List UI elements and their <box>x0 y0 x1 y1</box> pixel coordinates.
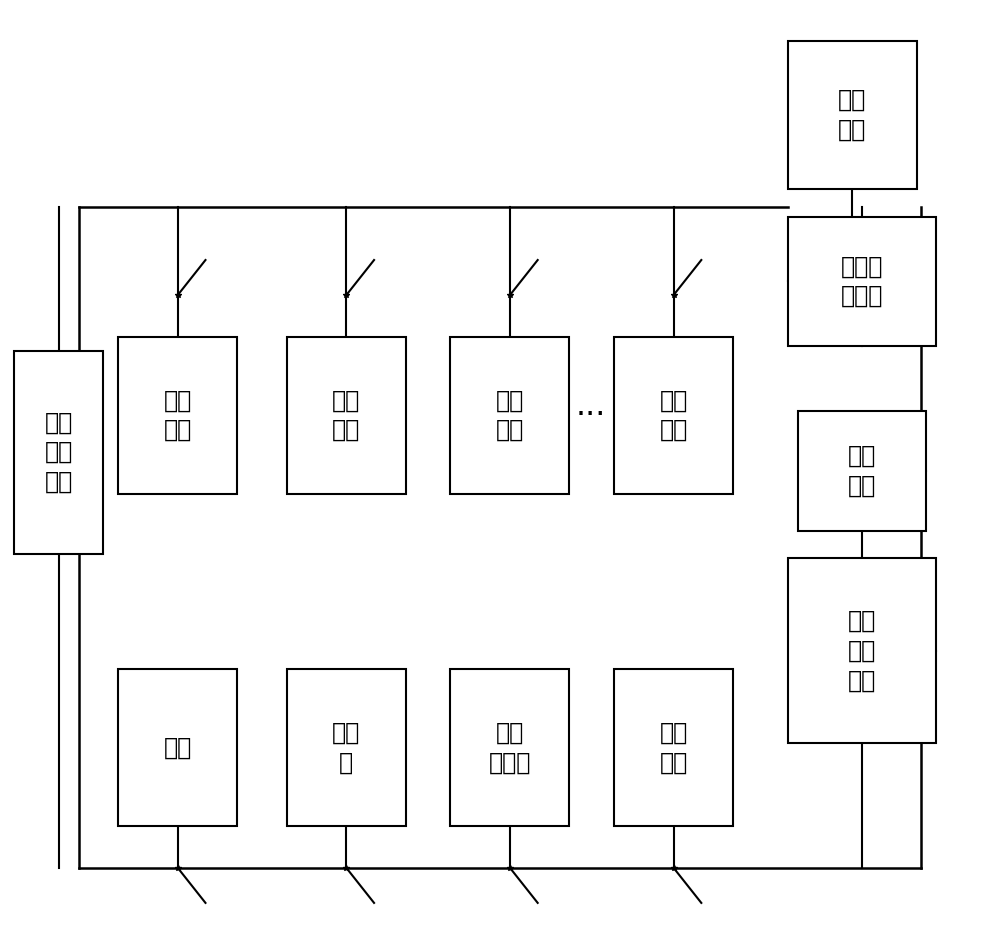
Bar <box>614 669 733 827</box>
Text: 风机: 风机 <box>164 735 192 760</box>
Text: 常规
模式
开关: 常规 模式 开关 <box>45 410 73 494</box>
Bar <box>788 558 936 743</box>
Text: 外部
电网: 外部 电网 <box>838 89 866 142</box>
Bar <box>614 336 733 494</box>
Bar <box>14 350 103 554</box>
Bar <box>450 669 569 827</box>
Bar <box>287 669 406 827</box>
Text: 常规
负荷: 常规 负荷 <box>164 389 192 442</box>
Bar <box>788 216 936 346</box>
Text: 微燃
机: 微燃 机 <box>332 720 360 774</box>
Text: 常规
负荷: 常规 负荷 <box>659 389 688 442</box>
Text: ···: ··· <box>576 400 606 431</box>
Text: 常规
负荷: 常规 负荷 <box>332 389 360 442</box>
Text: 储能
单元: 储能 单元 <box>659 720 688 774</box>
Text: 微网并
网开关: 微网并 网开关 <box>841 254 883 308</box>
Text: 光伏
发电机: 光伏 发电机 <box>489 720 531 774</box>
Bar <box>798 411 926 530</box>
Bar <box>788 41 916 189</box>
Bar <box>287 336 406 494</box>
Bar <box>118 669 237 827</box>
Text: 模拟
负荷: 模拟 负荷 <box>848 444 876 498</box>
Text: 实验
模式
开关: 实验 模式 开关 <box>848 609 876 692</box>
Bar <box>450 336 569 494</box>
Bar <box>118 336 237 494</box>
Text: 常规
负荷: 常规 负荷 <box>496 389 524 442</box>
